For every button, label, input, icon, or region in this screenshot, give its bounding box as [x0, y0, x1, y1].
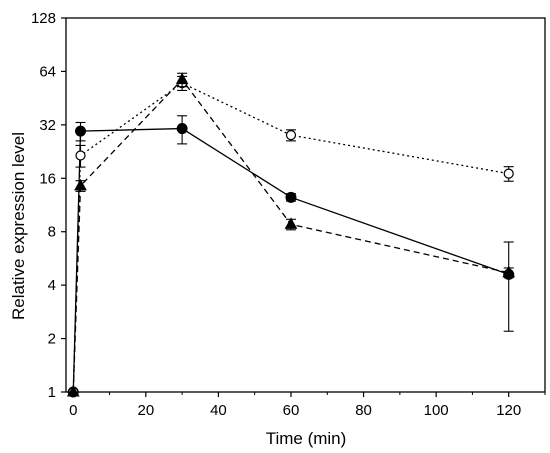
- x-tick-label: 40: [210, 402, 227, 419]
- y-tick-label: 16: [39, 170, 56, 187]
- x-tick-label: 0: [69, 402, 77, 419]
- series-filled-circle: [67, 115, 515, 398]
- data-point: [75, 150, 86, 161]
- series-open-circle: [68, 75, 514, 398]
- x-axis-title: Time (min): [266, 429, 347, 448]
- data-point: [285, 191, 297, 203]
- y-tick-label: 128: [31, 10, 56, 27]
- data-point: [284, 217, 298, 229]
- x-tick-label: 120: [496, 402, 521, 419]
- y-tick-label: 1: [48, 384, 56, 401]
- data-point: [66, 384, 80, 397]
- plot-border: [65, 17, 546, 393]
- data-point: [503, 168, 514, 179]
- data-point: [176, 123, 188, 135]
- data-point: [74, 178, 87, 191]
- x-tick-label: 100: [424, 402, 449, 419]
- x-axis: 0 20 40 60 80 100 120: [69, 392, 546, 419]
- data-point: [75, 125, 87, 137]
- series-line: [72, 78, 509, 393]
- series-line: [72, 127, 509, 393]
- y-axis: 1 2 4 8 16 32 64 128: [31, 10, 66, 401]
- y-tick-label: 4: [48, 277, 56, 294]
- y-axis-title: Relative expression level: [9, 132, 28, 320]
- series-filled-triangle: [66, 72, 516, 397]
- x-tick-label: 80: [355, 402, 372, 419]
- x-tick-label: 60: [283, 402, 300, 419]
- y-tick-label: 8: [48, 224, 56, 241]
- data-point: [502, 265, 516, 278]
- data-point: [175, 72, 189, 85]
- x-tick-label: 20: [137, 402, 154, 419]
- y-tick-label: 32: [39, 117, 56, 134]
- y-tick-label: 64: [39, 63, 56, 80]
- plot-frame: [65, 17, 546, 393]
- data-point: [285, 130, 297, 141]
- y-tick-label: 2: [48, 331, 56, 348]
- series-layer: [66, 72, 516, 398]
